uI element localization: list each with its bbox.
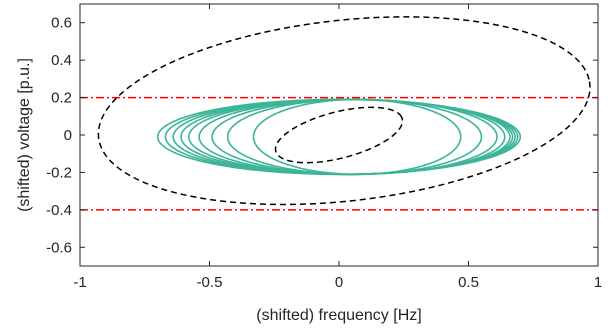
- x-tick-label: -1: [73, 274, 86, 291]
- x-tick-label: -0.5: [197, 274, 223, 291]
- x-tick-label: 0.5: [458, 274, 479, 291]
- x-axis-label: (shifted) frequency [Hz]: [256, 307, 421, 324]
- y-tick-label: -0.6: [46, 239, 72, 256]
- y-tick-label: 0.4: [51, 52, 72, 69]
- y-tick-label: 0.2: [51, 90, 72, 107]
- inner-dashed-ellipse: [274, 106, 404, 164]
- y-axis-label: (shifted) voltage [p.u.]: [16, 58, 33, 212]
- y-tick-label: -0.2: [46, 164, 72, 181]
- trajectory-loop-8: [226, 98, 483, 176]
- trajectory-loop-7: [211, 98, 498, 176]
- x-tick-label: 0: [335, 274, 343, 291]
- trajectory-loop-9: [252, 98, 462, 176]
- x-tick-label: 1: [594, 274, 602, 291]
- y-tick-label: -0.4: [46, 202, 72, 219]
- y-tick-label: 0: [64, 127, 72, 144]
- outer-dashed-ellipse: [97, 16, 591, 206]
- y-tick-label: 0.6: [51, 15, 72, 32]
